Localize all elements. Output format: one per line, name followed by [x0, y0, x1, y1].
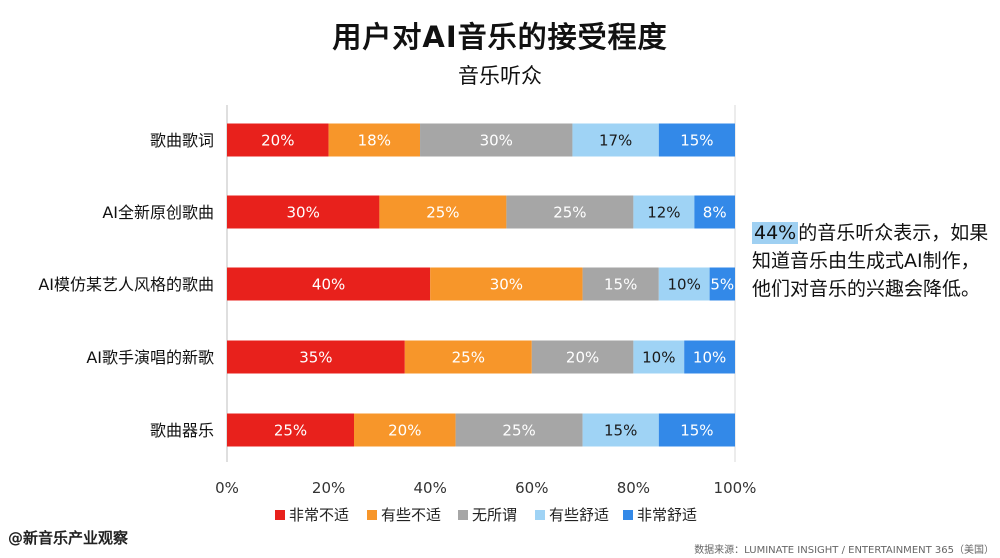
credit-text: @新音乐产业观察 — [8, 529, 129, 547]
bar-value-label: 12% — [647, 204, 680, 222]
x-tick-label: 60% — [515, 479, 548, 497]
x-tick-label: 0% — [215, 479, 239, 497]
bar-segment — [694, 195, 735, 229]
category-label: AI模仿某艺人风格的歌曲 — [38, 275, 214, 294]
legend-label: 非常不适 — [289, 506, 349, 524]
bar-value-label: 20% — [566, 349, 599, 367]
bar-segment — [404, 340, 532, 374]
bar-value-label: 25% — [452, 349, 485, 367]
legend-label: 有些不适 — [381, 506, 441, 524]
bar-segment — [379, 195, 507, 229]
bar-segment — [582, 267, 659, 301]
bar-segment — [658, 413, 735, 447]
bar-segment — [354, 413, 456, 447]
legend-label: 非常舒适 — [637, 506, 697, 524]
bar-value-label: 10% — [693, 349, 726, 367]
bar-segment — [227, 267, 431, 301]
bar-segment — [420, 123, 573, 157]
bar-value-label: 10% — [668, 276, 701, 294]
bar-value-label: 15% — [604, 422, 637, 440]
bar-segment — [430, 267, 583, 301]
bar-value-label: 30% — [287, 204, 320, 222]
bar-value-label: 5% — [710, 276, 734, 294]
legend-label: 有些舒适 — [549, 506, 609, 524]
bar-value-label: 20% — [388, 422, 421, 440]
legend-label: 无所谓 — [472, 506, 517, 524]
bar-value-label: 10% — [642, 349, 675, 367]
category-label: 歌曲器乐 — [150, 421, 214, 440]
chart-title: 用户对AI音乐的接受程度 — [332, 20, 668, 54]
annotation-callout: 44% 的音乐听众表示，如果知道音乐由生成式AI制作，他们对音乐的兴趣会降低。 — [752, 219, 992, 303]
category-label: AI歌手演唱的新歌 — [86, 348, 214, 367]
source-text: 数据来源：LUMINATE INSIGHT / ENTERTAINMENT 36… — [694, 545, 994, 556]
bar-segment — [709, 267, 735, 301]
bar-value-label: 17% — [599, 132, 632, 150]
bar-value-label: 15% — [680, 422, 713, 440]
bar-value-label: 25% — [502, 422, 535, 440]
bar-segment — [633, 340, 685, 374]
bar-value-label: 30% — [480, 132, 513, 150]
x-tick-label: 80% — [617, 479, 650, 497]
category-label: 歌曲歌词 — [150, 131, 214, 150]
bar-segment — [531, 340, 634, 374]
legend-swatch — [275, 510, 285, 520]
x-tick-label: 20% — [312, 479, 345, 497]
bar-value-label: 25% — [274, 422, 307, 440]
bar-value-label: 40% — [312, 276, 345, 294]
bar-value-label: 18% — [358, 132, 391, 150]
bar-value-label: 8% — [703, 204, 727, 222]
bar-segment — [572, 123, 659, 157]
bar-segment — [658, 267, 710, 301]
annotation-highlight: 44% — [752, 222, 799, 244]
bar-segment — [658, 123, 735, 157]
bar-segment — [633, 195, 695, 229]
bar-value-label: 15% — [604, 276, 637, 294]
legend-swatch — [367, 510, 377, 520]
bar-value-label: 30% — [490, 276, 523, 294]
bar-segment — [582, 413, 659, 447]
bar-value-label: 25% — [426, 204, 459, 222]
legend-swatch — [458, 510, 468, 520]
bar-segment — [227, 340, 405, 374]
legend-swatch — [535, 510, 545, 520]
bar-value-label: 20% — [261, 132, 294, 150]
bar-value-label: 25% — [553, 204, 586, 222]
x-tick-label: 100% — [714, 479, 757, 497]
chart-subtitle: 音乐听众 — [458, 64, 542, 88]
bar-segment — [328, 123, 421, 157]
bar-segment — [227, 413, 354, 447]
bar-value-label: 15% — [680, 132, 713, 150]
bar-segment — [227, 123, 329, 157]
bar-segment — [506, 195, 634, 229]
legend-swatch — [623, 510, 633, 520]
annotation-text: 的音乐听众表示，如果知道音乐由生成式AI制作，他们对音乐的兴趣会降低。 — [752, 222, 989, 300]
category-label: AI全新原创歌曲 — [102, 203, 214, 222]
bar-value-label: 35% — [299, 349, 332, 367]
bar-segment — [684, 340, 735, 374]
x-tick-label: 40% — [414, 479, 447, 497]
bar-segment — [455, 413, 583, 447]
bar-segment — [227, 195, 380, 229]
